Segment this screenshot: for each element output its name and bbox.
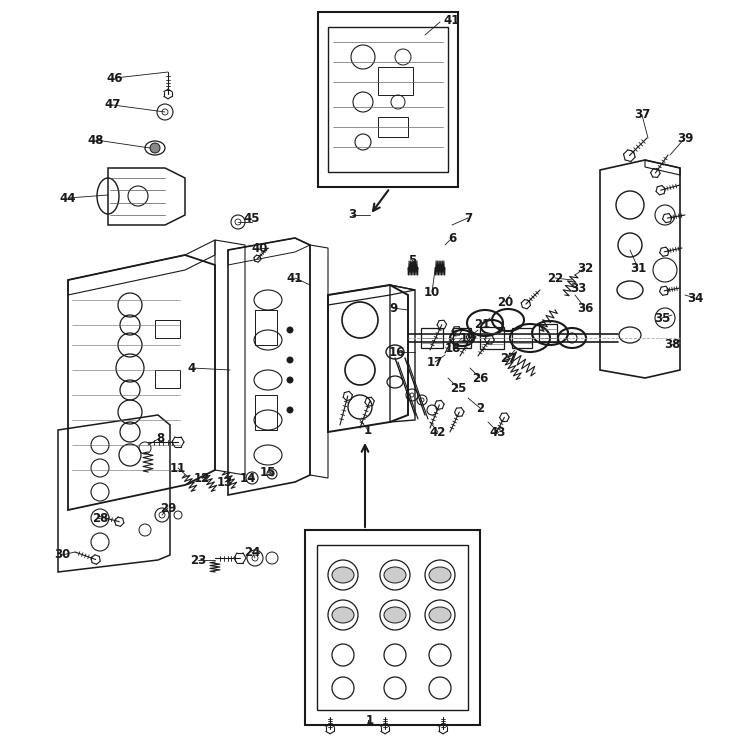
Text: 14: 14 bbox=[240, 472, 256, 485]
Text: 22: 22 bbox=[547, 272, 563, 285]
Text: 24: 24 bbox=[244, 546, 260, 559]
Text: 34: 34 bbox=[686, 291, 703, 304]
Text: 36: 36 bbox=[577, 301, 593, 315]
Circle shape bbox=[287, 377, 293, 383]
Bar bbox=[378, 67, 413, 95]
Text: 31: 31 bbox=[630, 261, 646, 275]
Text: 48: 48 bbox=[88, 134, 104, 146]
Ellipse shape bbox=[384, 607, 406, 623]
Text: 42: 42 bbox=[430, 426, 446, 439]
Ellipse shape bbox=[429, 607, 451, 623]
Text: 41: 41 bbox=[287, 272, 303, 285]
Bar bbox=[155, 370, 180, 388]
Circle shape bbox=[287, 327, 293, 333]
Text: 12: 12 bbox=[194, 472, 210, 485]
Text: 4: 4 bbox=[188, 362, 196, 374]
Text: 1: 1 bbox=[364, 424, 372, 436]
Bar bbox=[453, 328, 471, 348]
Text: 37: 37 bbox=[634, 109, 650, 122]
Ellipse shape bbox=[332, 567, 354, 583]
Text: 8: 8 bbox=[156, 432, 164, 445]
Text: 3: 3 bbox=[348, 208, 356, 221]
Text: 6: 6 bbox=[448, 232, 456, 245]
Text: 18: 18 bbox=[445, 341, 461, 355]
Text: 28: 28 bbox=[91, 511, 108, 525]
Ellipse shape bbox=[332, 607, 354, 623]
Bar bbox=[421, 328, 443, 348]
Text: 39: 39 bbox=[677, 131, 693, 144]
Bar bbox=[305, 530, 480, 725]
Bar bbox=[255, 310, 277, 345]
Text: 5: 5 bbox=[408, 254, 416, 267]
Text: 25: 25 bbox=[450, 381, 466, 395]
Text: 47: 47 bbox=[105, 98, 121, 112]
Text: 44: 44 bbox=[60, 192, 76, 205]
Text: 33: 33 bbox=[570, 282, 586, 294]
Text: 10: 10 bbox=[424, 285, 440, 298]
Text: 43: 43 bbox=[490, 426, 507, 439]
Bar bbox=[318, 12, 458, 187]
Text: 41: 41 bbox=[444, 14, 460, 26]
Circle shape bbox=[287, 357, 293, 363]
Bar bbox=[317, 545, 468, 710]
Text: 32: 32 bbox=[577, 261, 593, 275]
Text: 30: 30 bbox=[54, 548, 70, 562]
Text: 40: 40 bbox=[252, 242, 268, 254]
Text: 29: 29 bbox=[160, 501, 176, 514]
Text: 38: 38 bbox=[664, 338, 680, 352]
Text: 21: 21 bbox=[474, 319, 490, 331]
Circle shape bbox=[287, 407, 293, 413]
Text: 26: 26 bbox=[472, 371, 488, 384]
Bar bbox=[539, 324, 557, 342]
Text: 16: 16 bbox=[389, 346, 405, 359]
Text: 17: 17 bbox=[427, 356, 443, 368]
Ellipse shape bbox=[429, 567, 451, 583]
Bar bbox=[155, 320, 180, 338]
Text: 7: 7 bbox=[464, 211, 472, 224]
Ellipse shape bbox=[384, 567, 406, 583]
Bar bbox=[328, 27, 448, 172]
Circle shape bbox=[150, 143, 160, 153]
Bar bbox=[480, 327, 504, 349]
Text: 1: 1 bbox=[366, 713, 374, 726]
Text: 20: 20 bbox=[497, 295, 513, 309]
Text: 35: 35 bbox=[654, 312, 670, 325]
Text: 2: 2 bbox=[476, 402, 484, 414]
Text: 19: 19 bbox=[460, 331, 476, 344]
Text: 11: 11 bbox=[170, 461, 186, 474]
Bar bbox=[378, 117, 408, 137]
Bar bbox=[255, 395, 277, 430]
Bar bbox=[512, 328, 532, 348]
Text: 15: 15 bbox=[260, 466, 276, 479]
Text: 23: 23 bbox=[190, 553, 206, 566]
Text: 46: 46 bbox=[107, 72, 123, 85]
Text: 27: 27 bbox=[500, 352, 516, 365]
Text: 9: 9 bbox=[389, 301, 397, 315]
Text: 13: 13 bbox=[217, 476, 233, 488]
Text: 45: 45 bbox=[243, 211, 260, 224]
